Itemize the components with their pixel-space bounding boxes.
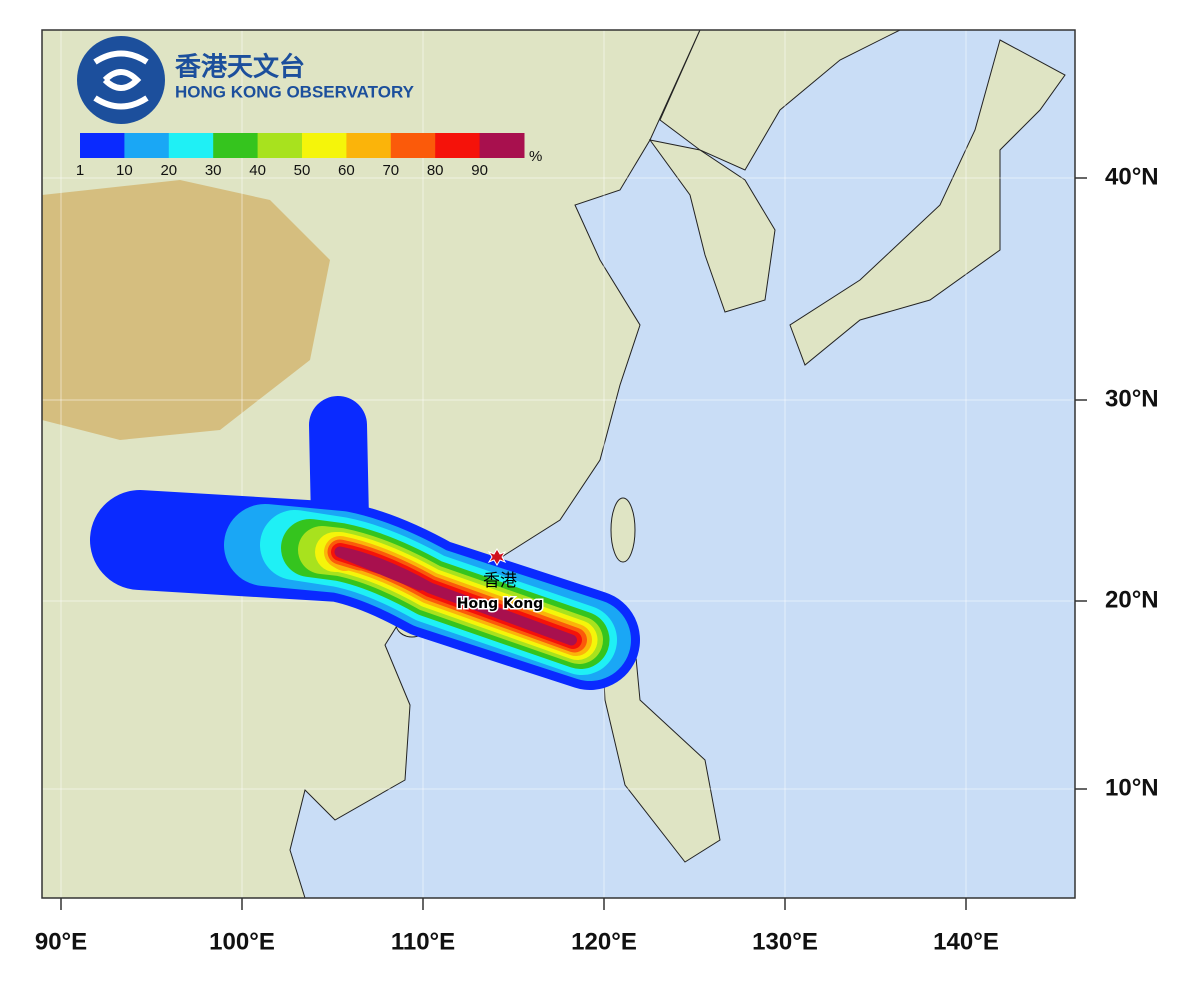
map-frame [41, 29, 1076, 899]
lat-label: 30°N [1105, 385, 1159, 412]
logo-chinese: 香港天文台 [175, 52, 305, 83]
korea [648, 139, 776, 313]
colorbar-swatch [168, 133, 214, 158]
colorbar-label: 1 [76, 162, 84, 179]
colorbar-swatch [435, 133, 481, 158]
lon-label: 110°E [391, 928, 455, 955]
axes: 40°N 30°N 20°N 10°N 90°E 100°E 110°E 120°E 130°E… [35, 163, 1159, 955]
colorbar-swatch [80, 133, 125, 158]
logo-swirl [93, 50, 149, 110]
probability-bands [90, 396, 640, 690]
colorbar: 1 10 20 30 40 50 60 70 80 90% [76, 133, 542, 179]
plateau [42, 180, 330, 440]
colorbar-label: 30 [205, 162, 222, 179]
lon-label: 140°E [933, 928, 999, 955]
colorbar-swatch [479, 133, 525, 158]
colorbar-label: 20 [160, 162, 177, 179]
lat-label: 40°N [1105, 163, 1159, 190]
hong-kong-marker [487, 548, 507, 566]
colorbar-label: 90 [471, 162, 488, 179]
colorbar-label: 70 [382, 162, 399, 179]
colorbar-unit: % [529, 148, 542, 165]
russia-far-east [659, 30, 901, 171]
map-area: 香港 Hong Kong [42, 30, 1075, 898]
place-english: Hong Kong [457, 596, 543, 612]
taiwan [610, 497, 636, 563]
colorbar-swatch [390, 133, 436, 158]
colorbar-swatch [124, 133, 170, 158]
colorbar-label: 50 [294, 162, 311, 179]
probability-branch [309, 396, 369, 549]
colorbar-label: 80 [427, 162, 444, 179]
lon-label: 90°E [35, 928, 87, 955]
lon-label: 120°E [571, 928, 637, 955]
lon-label: 130°E [752, 928, 818, 955]
japan [789, 39, 1066, 366]
logo-emblem [77, 36, 165, 124]
colorbar-label: 60 [338, 162, 355, 179]
colorbar-swatch [213, 133, 259, 158]
logo-english: HONG KONG OBSERVATORY [175, 82, 415, 101]
probability-band [334, 546, 577, 646]
colorbar-label: 10 [116, 162, 133, 179]
lat-label: 10°N [1105, 774, 1159, 801]
colorbar-swatch [302, 133, 347, 158]
lat-label: 20°N [1105, 586, 1159, 613]
lon-label: 100°E [209, 928, 275, 955]
colorbar-label: 40 [249, 162, 266, 179]
colorbar-swatch [346, 133, 392, 158]
place-chinese: 香港 [483, 571, 517, 591]
logo: 香港天文台 HONG KONG OBSERVATORY [77, 36, 415, 124]
colorbar-swatch [257, 133, 303, 158]
